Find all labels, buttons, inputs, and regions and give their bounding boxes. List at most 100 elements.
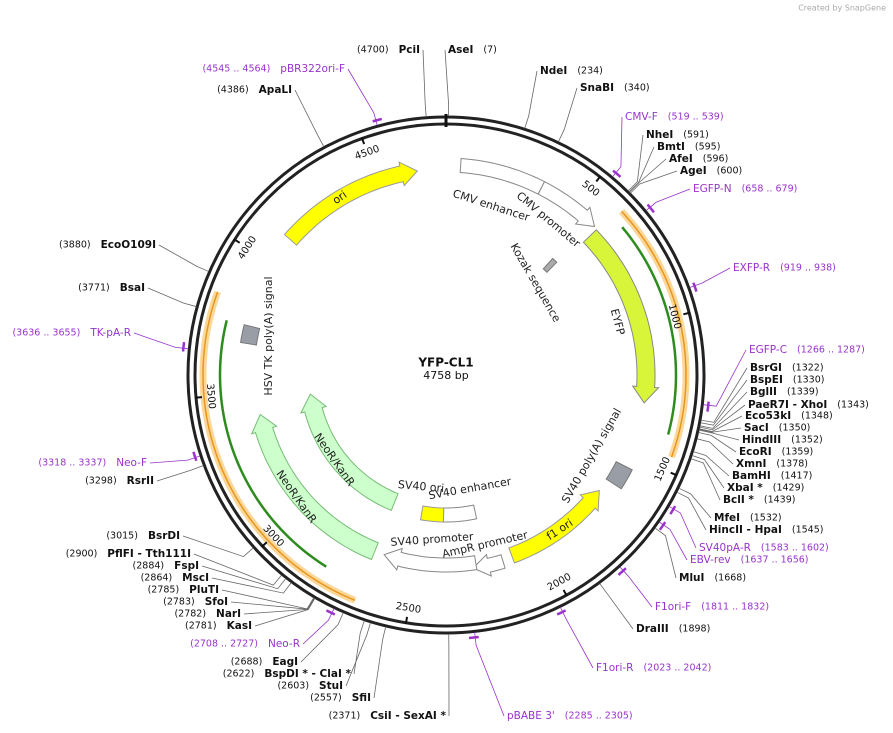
leader-line [558,87,578,142]
site-position: (3298) [85,476,117,487]
plasmid-length: 4758 bp [423,369,468,382]
leader-line [689,267,731,288]
primer-mark [192,451,198,462]
site-name: AseI [448,44,473,56]
site-position: (7) [483,45,496,56]
site-name: CsiI - SexAI * [370,710,446,722]
feature-label: HSV TK poly(A) signal [262,276,275,395]
site-position: (1417) [781,471,813,482]
site-name: KasI [227,620,252,632]
primer-mark [658,521,667,531]
site-position: (1668) [714,573,746,584]
site-name: XmnI [736,458,766,470]
feature-label: SV40 promoter [390,530,474,549]
leader-line [612,116,623,177]
site-name: Eco53kI [745,410,791,422]
site-name: BsrDI [148,530,180,542]
site-position: (2603) [277,681,309,692]
site-name: AfeI [669,153,693,165]
site-position: (2688) [231,657,263,668]
leader-line [221,589,315,610]
site-name: HindIII [742,434,781,446]
leader-line [193,553,282,586]
leader-line [347,68,378,126]
highlight-band [618,208,690,459]
decoration [199,208,690,604]
leader-line [699,427,742,433]
tick-mark [595,175,602,183]
feature-arrow [442,504,478,523]
feature-arrow [542,257,558,274]
highlight-line [202,291,356,601]
site-name: EcoRI [739,446,772,458]
feature-arrow [605,461,633,490]
leader-line [560,607,594,669]
tick-mark [670,471,678,477]
site-position: (3880) [59,240,91,251]
leader-line [133,332,189,350]
leader-line [630,170,678,194]
site-name: HincII - HpaI [709,524,782,536]
site-name: FspI [174,560,199,572]
site-position: (591) [683,130,709,141]
primer-mark [617,567,627,576]
site-name: EcoO109I [101,239,156,251]
site-position: (1898) [679,624,711,635]
site-position: (1439) [764,495,796,506]
primer-mark [692,282,698,292]
primer-name: CMV-F [625,111,658,123]
site-name: BsrGI [750,362,782,374]
primer-range: (2023 .. 2042) [643,663,711,674]
leader-line [524,70,538,129]
primer-mark [325,609,336,616]
tick-mark [194,396,203,399]
feature-arrow [508,489,600,564]
leader-line [692,455,725,489]
site-position: (1378) [776,459,808,470]
feature-arrow [240,324,261,346]
feature-label: SV40 poly(A) signal [559,406,624,506]
feature-arrow [419,505,445,523]
orf-line [218,320,327,568]
leader-line [211,577,292,594]
leader-line [645,188,691,211]
primer-mark [706,401,710,412]
site-name: EagI [272,656,298,668]
leader-line [659,521,688,561]
primer-name: EXFP-R [733,262,770,274]
tick-label: 3500 [204,383,217,409]
site-name: PflFI - Tth111I [107,548,191,560]
leader-line [230,597,315,610]
leader-line [345,622,371,687]
site-position: (2782) [174,609,206,620]
leader-line [699,404,746,431]
primer-range: (1637 .. 1656) [741,555,809,566]
tick-mark [404,616,409,624]
site-position: (1352) [791,435,823,446]
leader-line [353,620,365,675]
site-position: (4700) [357,45,389,56]
tick-mark [233,238,241,244]
feature-arrow [250,413,379,561]
site-position: (340) [624,83,650,94]
site-name: BsaI [120,282,145,294]
primer-range: (3318 .. 3337) [38,458,106,469]
site-position: (1322) [792,363,824,374]
site-name: BspDI * - ClaI * [264,668,351,680]
leader-line [703,349,747,407]
site-position: (596) [703,154,729,165]
feature-arrow [472,553,506,577]
leader-line [182,535,254,558]
site-position: (234) [577,66,603,77]
tick-label: 4500 [353,144,381,163]
site-name: MluI [679,572,704,584]
primer-name: pBR322ori-F [280,63,345,75]
tick-mark [360,137,366,145]
leader-line [619,566,653,608]
site-position: (3015) [106,531,138,542]
site-position: (3771) [78,283,110,294]
site-name: MfeI [714,512,740,524]
primer-range: (3636 .. 3655) [12,328,80,339]
site-name: SacI [744,422,769,434]
